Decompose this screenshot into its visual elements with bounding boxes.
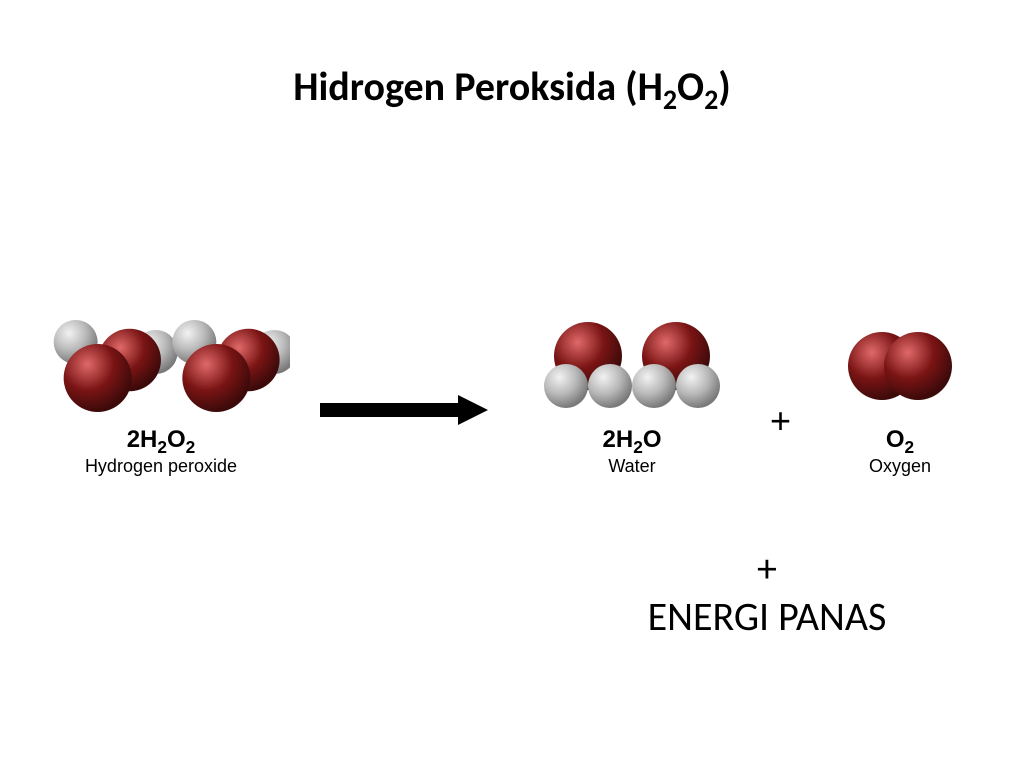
formula-h2o2: 2H2O2: [32, 426, 290, 454]
molecule-h2o2-icon: [32, 300, 290, 420]
molecule-h2o-icon: [532, 300, 732, 420]
reaction-arrow-icon: [320, 395, 488, 430]
name-o2: Oxygen: [840, 456, 960, 477]
plus-products: +: [770, 400, 791, 442]
name-h2o2: Hydrogen peroxide: [32, 456, 290, 477]
molecule-o2-icon: [840, 300, 960, 420]
species-o2: O2Oxygen: [840, 300, 960, 477]
name-h2o: Water: [532, 456, 732, 477]
energy-text: ENERGI PANAS: [552, 593, 982, 641]
formula-h2o: 2H2O: [532, 426, 732, 454]
slide-title: Hidrogen Peroksida (H2O2): [0, 62, 1024, 111]
formula-o2: O2: [840, 426, 960, 454]
species-h2o2: 2H2O2Hydrogen peroxide: [32, 300, 290, 477]
slide-root: Hidrogen Peroksida (H2O2) 2H2O2Hydrogen …: [0, 0, 1024, 768]
energy-plus: +: [552, 545, 982, 593]
species-h2o: 2H2OWater: [532, 300, 732, 477]
energy-label: +ENERGI PANAS: [552, 545, 982, 641]
